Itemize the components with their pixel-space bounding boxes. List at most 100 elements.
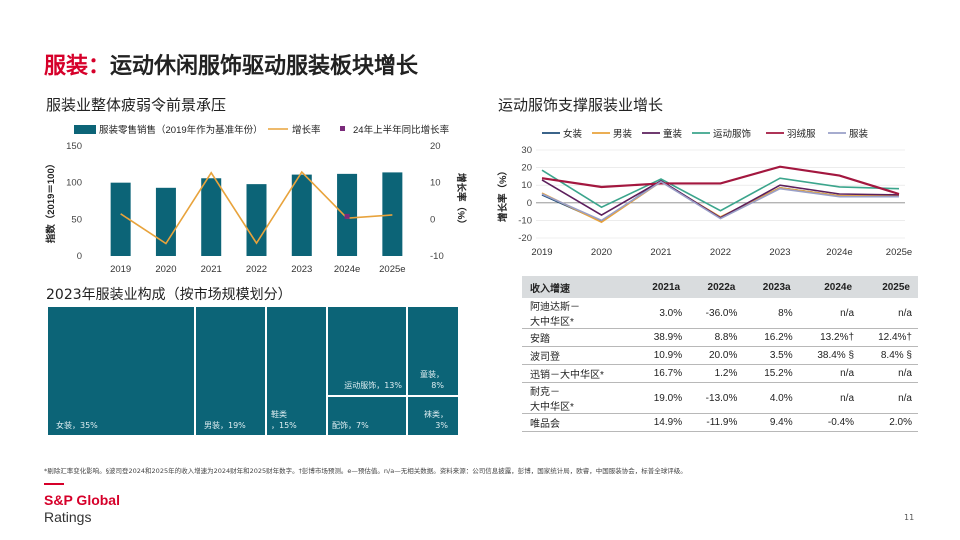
- right-chart-title: 运动服饰支撑服装业增长: [498, 96, 664, 114]
- treemap-cell: 鞋类 ，15%: [266, 306, 327, 436]
- table-cell: 15.2%: [743, 364, 799, 383]
- table-cell: 16.7%: [632, 364, 689, 383]
- x-tick-label: 2022: [710, 247, 731, 258]
- x-tick-label: 2019: [110, 264, 131, 275]
- segment-growth-chart: -20 -10 0 10 20 30 增长率（%） 女装 男装 童装 运动服饰 羽绒服 服装 2019 20…: [497, 128, 912, 258]
- series-line: [541, 165, 900, 196]
- table-cell: 20.0%: [688, 346, 744, 365]
- table-header-cell: 2025e: [860, 276, 918, 298]
- table-cell: n/a: [798, 364, 861, 383]
- legend-label: 童装: [663, 128, 683, 140]
- table-header-cell: 2022a: [688, 276, 744, 298]
- table-cell: -36.0%: [688, 298, 744, 329]
- y2-axis-title: 增长率（%）: [455, 173, 467, 229]
- table-cell: n/a: [798, 382, 861, 414]
- table-cell: 3.5%: [743, 346, 799, 365]
- x-tick-label: 2025e: [886, 247, 912, 258]
- legend-label: 女装: [563, 128, 583, 140]
- logo-sp-global: S&P Global: [44, 492, 120, 508]
- treemap-cell: 女装，35%: [47, 306, 195, 436]
- table-cell: 迅销－大中华区*: [522, 364, 633, 383]
- table-cell: 唯品会: [522, 413, 633, 432]
- table-cell: n/a: [860, 382, 918, 414]
- table-cell: 4.0%: [743, 382, 799, 414]
- table-cell: 8%: [743, 298, 799, 329]
- table-row: 耐克－ 大中华区* 19.0% -13.0% 4.0% n/a n/a: [522, 382, 918, 414]
- table-cell: 3.0%: [632, 298, 689, 329]
- y-tick-label: 0: [77, 251, 82, 262]
- x-tick-label: 2023: [291, 264, 312, 275]
- title-main: 运动休闲服饰驱动服装板块增长: [110, 54, 419, 79]
- table-header-cell: 2021a: [632, 276, 689, 298]
- treemap-label: 运动服饰，13%: [344, 381, 402, 390]
- table-cell: 1.2%: [688, 364, 744, 383]
- y-tick-label: 10: [521, 180, 532, 191]
- x-tick-label: 2020: [155, 264, 176, 275]
- legend-label: 羽绒服: [787, 128, 816, 140]
- bar: [246, 184, 267, 256]
- table-cell: 8.8%: [688, 328, 744, 347]
- table-row: 迅销－大中华区* 16.7% 1.2% 15.2% n/a n/a: [522, 364, 918, 383]
- table-row: 波司登 10.9% 20.0% 3.5% 38.4% § 8.4% §: [522, 346, 918, 365]
- table-cell: 14.9%: [632, 413, 689, 432]
- table-cell: n/a: [798, 298, 861, 329]
- bar: [155, 187, 176, 256]
- y-tick-label: 20: [521, 163, 532, 174]
- table-header-cell: 2023a: [743, 276, 799, 298]
- treemap-cell: 运动服饰，13%: [327, 306, 407, 396]
- legend-bar-label: 服装零售销售（2019年作为基准年份）: [99, 124, 263, 136]
- table-cell: 9.4%: [743, 413, 799, 432]
- treemap-label: 女装，35%: [56, 421, 98, 430]
- treemap-label: 男装，19%: [204, 421, 246, 430]
- x-tick-label: 2020: [591, 247, 612, 258]
- y2-tick-label: 20: [430, 141, 441, 152]
- retail-sales-chart: 服装零售销售（2019年作为基准年份） 增长率 24年上半年同比增长率 0 50 100 1…: [45, 124, 467, 275]
- legend-line-label: 增长率: [292, 124, 321, 136]
- table-header-cell: 收入增速: [522, 276, 633, 298]
- series-line: [541, 180, 899, 222]
- table-cell: n/a: [860, 298, 918, 329]
- y-tick-label: -10: [518, 215, 532, 226]
- table-cell: 波司登: [522, 346, 633, 365]
- y-tick-label: -20: [518, 233, 532, 244]
- table-row: 唯品会 14.9% -11.9% 9.4% -0.4% 2.0%: [522, 413, 918, 432]
- legend-label: 运动服饰: [713, 128, 751, 140]
- y-axis-title: 增长率（%）: [497, 166, 509, 222]
- y-tick-label: 50: [71, 214, 82, 225]
- treemap-label: 童装， 8%: [420, 370, 444, 390]
- y-tick-label: 100: [66, 178, 82, 189]
- treemap-label: 袜类， 3%: [424, 410, 448, 430]
- table-cell: 38.4% §: [798, 346, 861, 365]
- table-cell: n/a: [860, 364, 918, 383]
- legend-label: 男装: [613, 128, 633, 140]
- treemap-cell: 童装， 8%: [407, 306, 459, 396]
- table-row: 安踏 38.9% 8.8% 16.2% 13.2%† 12.4%†: [522, 328, 918, 347]
- left-chart-title: 服装业整体疲弱令前景承压: [46, 96, 227, 114]
- table-cell: 13.2%†: [798, 328, 861, 347]
- table-cell: 阿迪达斯－ 大中华区*: [522, 298, 633, 329]
- table-cell: 安踏: [522, 328, 633, 347]
- y2-tick-label: 10: [430, 178, 441, 189]
- page-number: 11: [904, 513, 915, 522]
- treemap: 女装，35% 男装，19% 鞋类 ，15% 运动服饰，13% 童装， 8% 配饰，7% 袜类…: [47, 306, 459, 436]
- table-cell: 10.9%: [632, 346, 689, 365]
- title-prefix: 服装：: [44, 54, 111, 79]
- y-tick-label: 150: [66, 141, 82, 152]
- x-tick-label: 2021: [201, 264, 222, 275]
- revenue-growth-table: 收入增速 2021a 2022a 2023a 2024e 2025e 阿迪达斯－ 大中华区…: [522, 276, 918, 432]
- treemap-cell: 配饰，7%: [327, 396, 407, 436]
- table-cell: 耐克－ 大中华区*: [522, 382, 633, 414]
- table-cell: 12.4%†: [860, 328, 918, 347]
- legend-marker-label: 24年上半年同比增长率: [353, 124, 450, 136]
- bar: [201, 178, 222, 256]
- legend-marker-swatch: [340, 126, 345, 131]
- treemap-cell: 男装，19%: [195, 306, 266, 436]
- treemap-label: 鞋类 ，15%: [271, 410, 297, 430]
- y2-tick-label: -10: [430, 251, 444, 262]
- table-cell: 19.0%: [632, 382, 689, 414]
- footnote: *剔除汇率变化影响。§波司登2024和2025年的收入增速为2024财年和202…: [44, 467, 687, 475]
- table-row: 阿迪达斯－ 大中华区* 3.0% -36.0% 8% n/a n/a: [522, 298, 918, 329]
- table-cell: -13.0%: [688, 382, 744, 414]
- x-tick-label: 2024e: [334, 264, 360, 275]
- treemap-label: 配饰，7%: [332, 421, 369, 430]
